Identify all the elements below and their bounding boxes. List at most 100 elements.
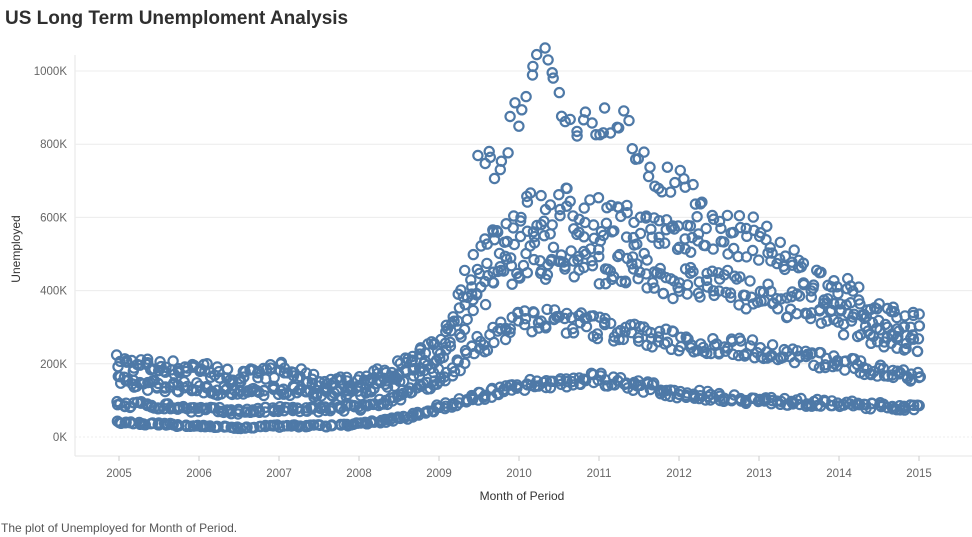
data-point [498,385,510,398]
data-point [341,371,353,383]
data-point [293,384,305,396]
data-point [725,291,737,304]
data-point [914,371,927,383]
data-point [191,377,203,389]
data-point [578,231,590,243]
data-point [368,416,380,428]
data-point [620,277,632,289]
data-point [725,227,737,239]
data-point [807,279,820,291]
data-point [504,323,516,335]
data-point [864,403,877,415]
data-point [653,231,665,243]
data-point [898,320,911,333]
data-point [718,236,730,248]
data-point [398,375,410,388]
data-point [611,327,624,339]
x-tick-label: 2005 [106,468,132,480]
x-tick-label: 2011 [587,468,612,480]
data-point [734,221,747,234]
data-point [597,127,610,139]
x-tick-label: 2013 [746,468,772,480]
data-point [621,199,633,212]
chart-title: US Long Term Unemploment Analysis [5,8,349,29]
data-point [691,210,703,223]
data-point [444,340,457,352]
data-point [450,399,463,412]
data-point [665,273,677,285]
data-point [422,405,434,417]
data-point [766,247,778,259]
data-point [571,125,583,138]
data-point [592,191,605,204]
data-point [652,182,665,195]
data-point [744,275,756,287]
data-point [832,288,844,300]
data-point [826,395,838,407]
data-point [319,420,332,433]
data-point [465,274,477,286]
data-point [851,358,864,371]
data-point [620,377,633,389]
y-tick-label: 400K [40,286,67,298]
data-point [345,385,358,398]
data-point [864,368,876,380]
data-point [119,417,132,429]
data-point [626,142,639,155]
data-point [761,220,773,232]
data-point [539,273,552,285]
data-point [578,202,590,214]
data-point [604,127,617,139]
data-point [821,315,833,327]
data-point [606,226,618,238]
data-point [774,236,787,248]
data-point [511,267,523,280]
data-point [512,306,524,319]
data-point [546,66,558,79]
data-point [891,332,903,345]
data-point [631,238,643,250]
data-point [528,253,540,266]
data-point [705,347,717,360]
data-point [715,222,727,235]
data-point [521,225,534,237]
data-point [741,230,753,242]
data-point [167,355,179,367]
data-point [461,313,473,326]
data-point [642,378,654,390]
data-point [599,318,611,331]
data-point [467,248,479,261]
data-point [746,334,759,346]
data-point [531,48,543,61]
data-point [647,277,659,289]
y-axis-label: Unemployed [9,215,23,282]
data-point [514,230,527,243]
data-point [483,145,495,158]
data-point [634,211,647,223]
data-point [159,381,171,393]
data-point [564,113,576,126]
data-point [493,247,506,260]
data-point [613,122,625,134]
data-point [472,149,484,162]
data-point [694,198,707,210]
data-point [502,147,514,159]
data-point [805,285,817,297]
data-point [813,362,826,374]
data-point [671,243,684,255]
data-point [245,385,258,398]
data-point [547,72,559,84]
data-point [907,333,920,345]
data-point [199,365,211,377]
data-point [446,317,458,330]
data-point [735,335,747,347]
data-point [509,97,521,109]
data-point [466,288,478,300]
data-point [641,254,653,266]
data-point [619,326,631,338]
data-point [506,278,518,290]
data-point [504,110,516,123]
data-point [764,241,776,254]
data-point [617,333,630,346]
